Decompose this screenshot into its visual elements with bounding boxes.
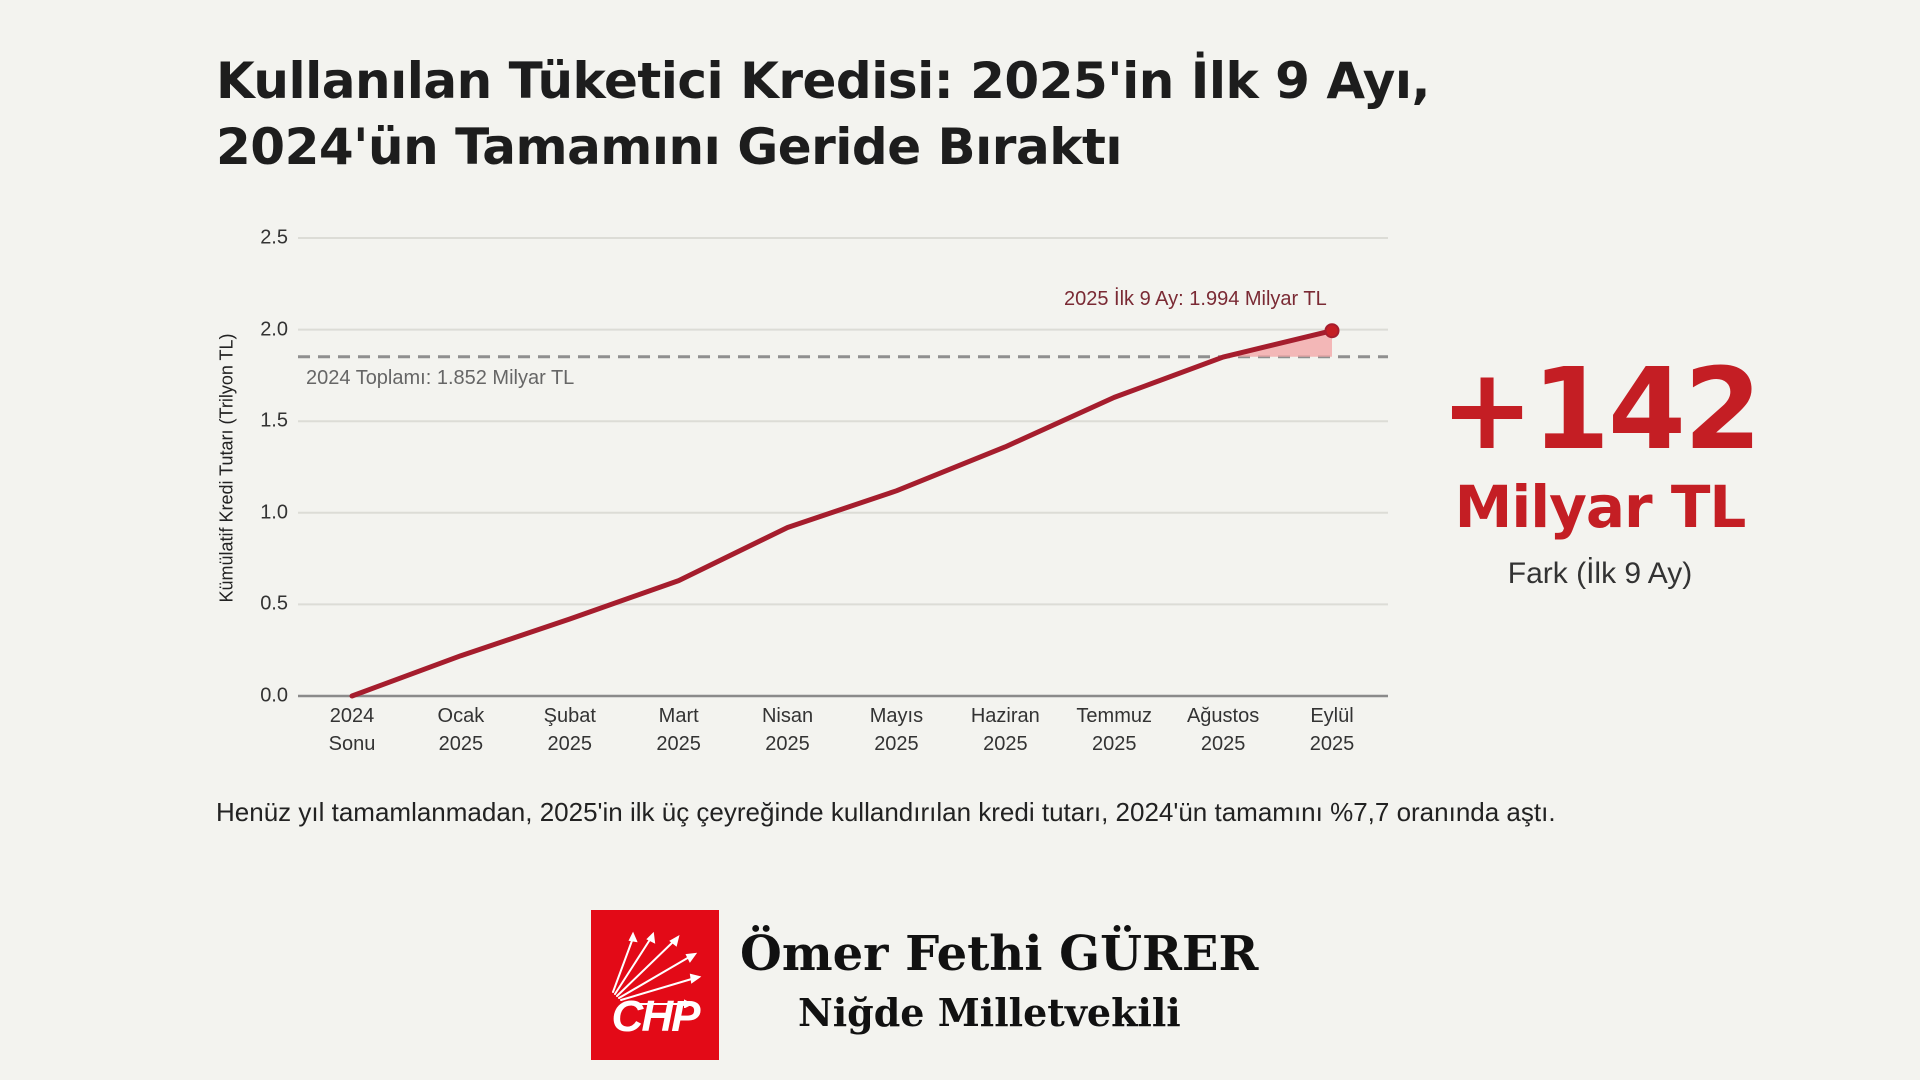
y-tick-label: 2.0 bbox=[260, 318, 288, 341]
endpoint-marker bbox=[1324, 323, 1340, 339]
chart-title: Kullanılan Tüketici Kredisi: 2025'in İlk… bbox=[216, 48, 1456, 180]
y-tick-label: 1.5 bbox=[260, 409, 288, 432]
endpoint-label: 2025 İlk 9 Ay: 1.994 Milyar TL bbox=[1064, 288, 1327, 310]
x-tick-label: Şubat 2025 bbox=[543, 705, 596, 755]
y-tick-label: 2.5 bbox=[260, 226, 288, 249]
x-tick-label: 2024 Sonu bbox=[328, 705, 376, 755]
x-tick-label: Haziran 2025 bbox=[970, 705, 1040, 755]
y-axis-title: Kümülatif Kredi Tutarı (Trilyon TL) bbox=[216, 333, 237, 603]
chp-logo: CHP bbox=[591, 910, 719, 1060]
y-tick-label: 0.5 bbox=[260, 592, 288, 615]
difference-label: Fark (İlk 9 Ay) bbox=[1507, 557, 1693, 590]
difference-unit: Milyar TL bbox=[1454, 473, 1747, 541]
x-tick-label: Mayıs 2025 bbox=[869, 705, 924, 755]
title-line-2: 2024'ün Tamamını Geride Bıraktı bbox=[216, 118, 1122, 176]
difference-value: +142 bbox=[1440, 345, 1762, 475]
y-tick-label: 0.0 bbox=[260, 684, 288, 707]
series-line bbox=[349, 328, 1335, 699]
difference-callout: +142 Milyar TL Fark (İlk 9 Ay) bbox=[1430, 350, 1770, 594]
x-tick-label: Temmuz 2025 bbox=[1076, 705, 1152, 755]
signature-role: Niğde Milletvekili bbox=[798, 990, 1181, 1035]
x-tick-label: Eylül 2025 bbox=[1309, 705, 1355, 755]
reference-line-label: 2024 Toplamı: 1.852 Milyar TL bbox=[306, 367, 575, 389]
x-tick-label: Mart 2025 bbox=[656, 705, 701, 755]
footnote: Henüz yıl tamamlanmadan, 2025'in ilk üç … bbox=[216, 797, 1556, 827]
x-tick-label: Nisan 2025 bbox=[761, 705, 814, 755]
y-tick-label: 1.0 bbox=[260, 501, 288, 524]
six-arrows-icon bbox=[612, 931, 702, 1008]
x-tick-label: Ocak 2025 bbox=[437, 705, 485, 755]
title-line-1: Kullanılan Tüketici Kredisi: 2025'in İlk… bbox=[216, 52, 1430, 110]
x-tick-label: Ağustos 2025 bbox=[1186, 705, 1260, 755]
signature-name: Ömer Fethi GÜRER bbox=[740, 926, 1259, 982]
chp-logo-text: CHP bbox=[611, 992, 701, 1041]
